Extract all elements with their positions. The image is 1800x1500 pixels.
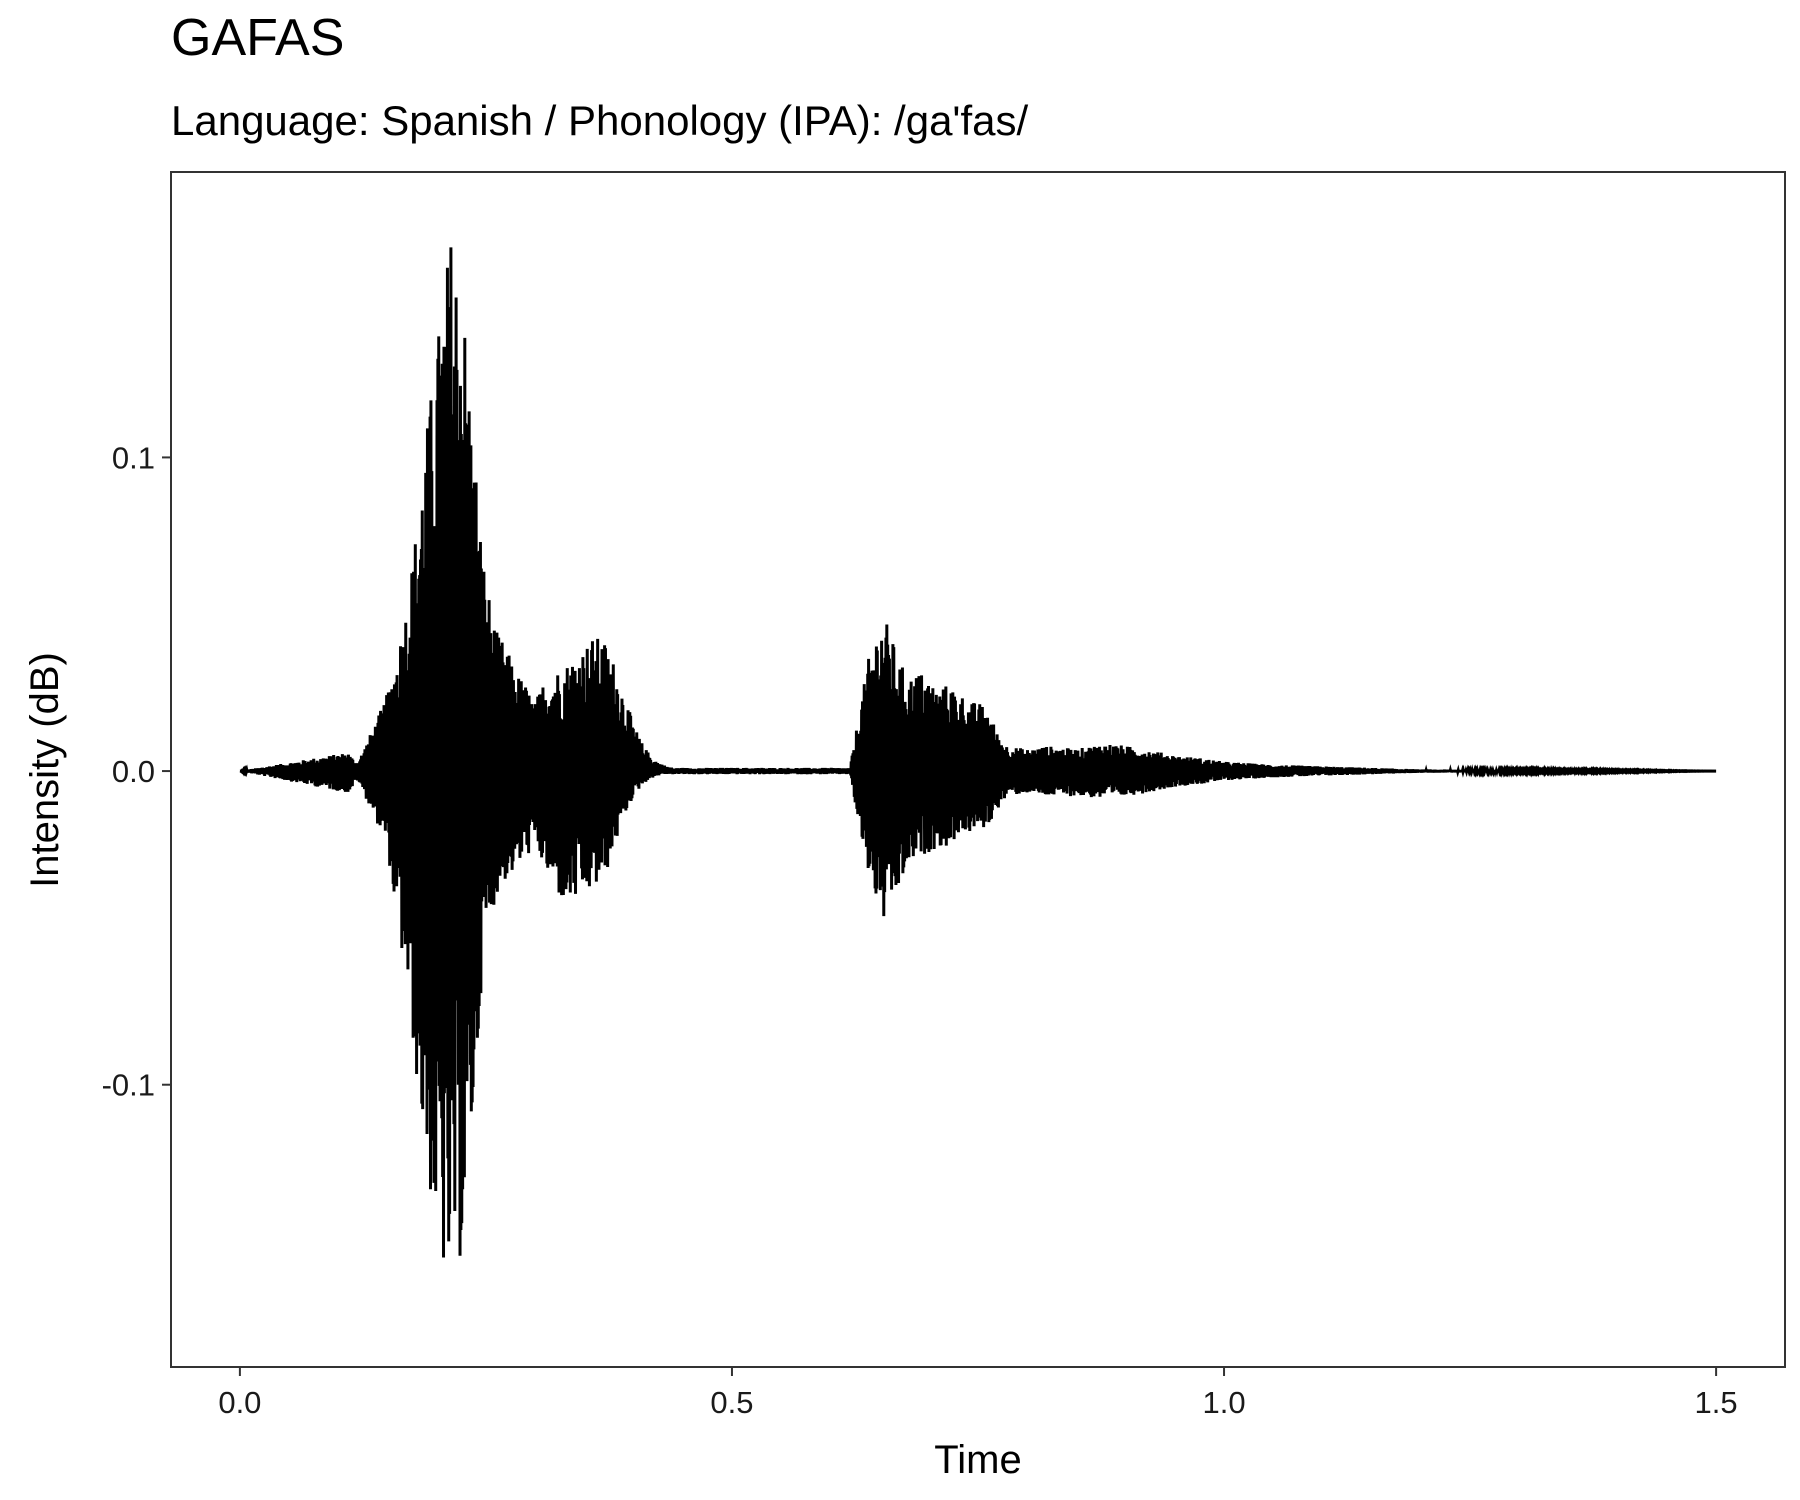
y-axis: 0.1 0.0 -0.1 xyxy=(102,440,171,1103)
x-axis-title: Time xyxy=(934,1438,1021,1482)
y-axis-title: Intensity (dB) xyxy=(23,652,67,888)
y-tick-label: 0.0 xyxy=(112,754,155,789)
plot-panel-border xyxy=(170,171,1786,1368)
x-tick-label: 1.5 xyxy=(1695,1385,1738,1420)
y-tick-label: 0.1 xyxy=(112,440,155,475)
x-tick-label: 0.5 xyxy=(710,1385,753,1420)
y-tick-label: -0.1 xyxy=(102,1068,155,1103)
waveform-line xyxy=(239,247,1717,1258)
x-axis: 0.0 0.5 1.0 1.5 xyxy=(218,1367,1738,1420)
x-tick-label: 1.0 xyxy=(1202,1385,1245,1420)
chart-title: GAFAS xyxy=(171,9,345,67)
waveform-series xyxy=(239,247,1717,1258)
x-tick-label: 0.0 xyxy=(218,1385,261,1420)
chart-subtitle: Language: Spanish / Phonology (IPA): /ga… xyxy=(171,97,1029,144)
